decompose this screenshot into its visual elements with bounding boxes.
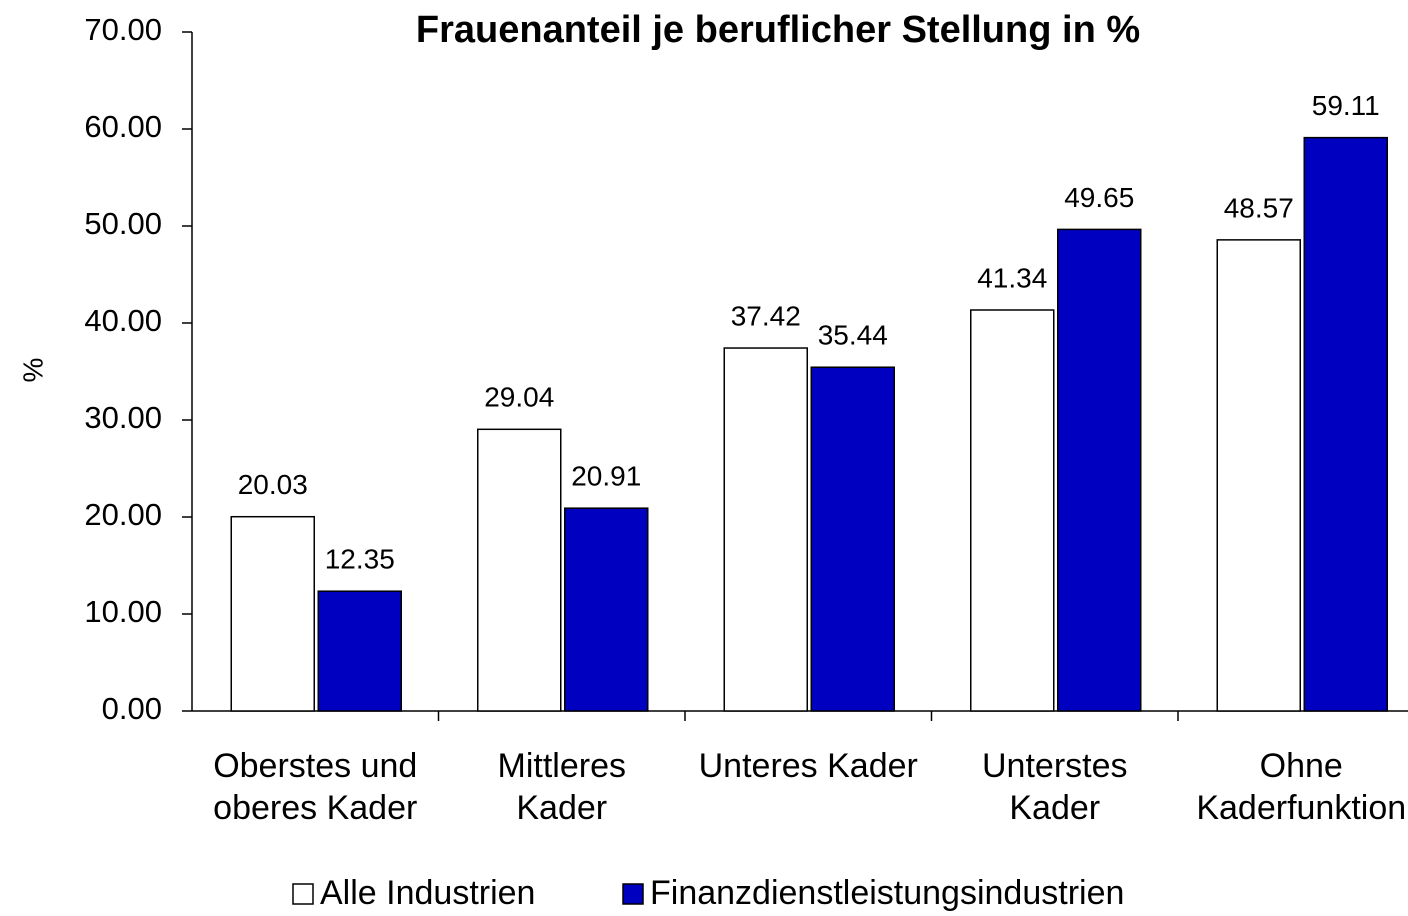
bar [970,309,1055,712]
legend-label: Alle Industrien [320,874,535,912]
x-tick-label: Unterstes Kader [982,747,1128,827]
y-tick-label: 70.00 [84,12,162,47]
x-tick-label: Mittleres Kader [497,747,626,827]
x-tick-label: Unteres Kader [698,747,918,785]
data-label: 29.04 [484,382,554,413]
bar [1303,136,1388,712]
data-label: 35.44 [818,320,888,351]
chart-title: Frauenanteil je beruflicher Stellung in … [416,9,1140,51]
data-label: 59.11 [1312,90,1380,121]
y-axis-label: % [17,358,48,383]
y-tick-label: 60.00 [84,109,162,144]
y-tick-label: 40.00 [84,303,162,338]
data-label: 48.57 [1224,192,1294,223]
data-label: 49.65 [1064,182,1134,213]
data-label: 37.42 [731,300,801,331]
bar [723,347,808,712]
data-label: 20.91 [571,461,641,492]
bar [1057,228,1142,712]
bar [317,590,402,712]
bar [564,507,649,712]
y-tick-label: 30.00 [84,400,162,435]
bar [1216,239,1301,712]
y-tick-label: 50.00 [84,206,162,241]
y-tick-label: 0.00 [102,691,162,726]
legend-swatch [292,883,314,905]
legend-swatch [622,883,644,905]
x-tick-label: Oberstes und oberes Kader [213,747,418,827]
x-tick-label: Ohne Kaderfunktion [1196,747,1407,827]
legend-label: Finanzdienstleistungsindustrien [650,874,1124,912]
bar [477,428,562,712]
y-tick-label: 10.00 [84,594,162,629]
data-label: 41.34 [977,262,1047,293]
y-tick-label: 20.00 [84,497,162,532]
bar [810,366,895,712]
data-label: 20.03 [238,469,308,500]
data-label: 12.35 [325,544,395,575]
bar [230,515,315,712]
